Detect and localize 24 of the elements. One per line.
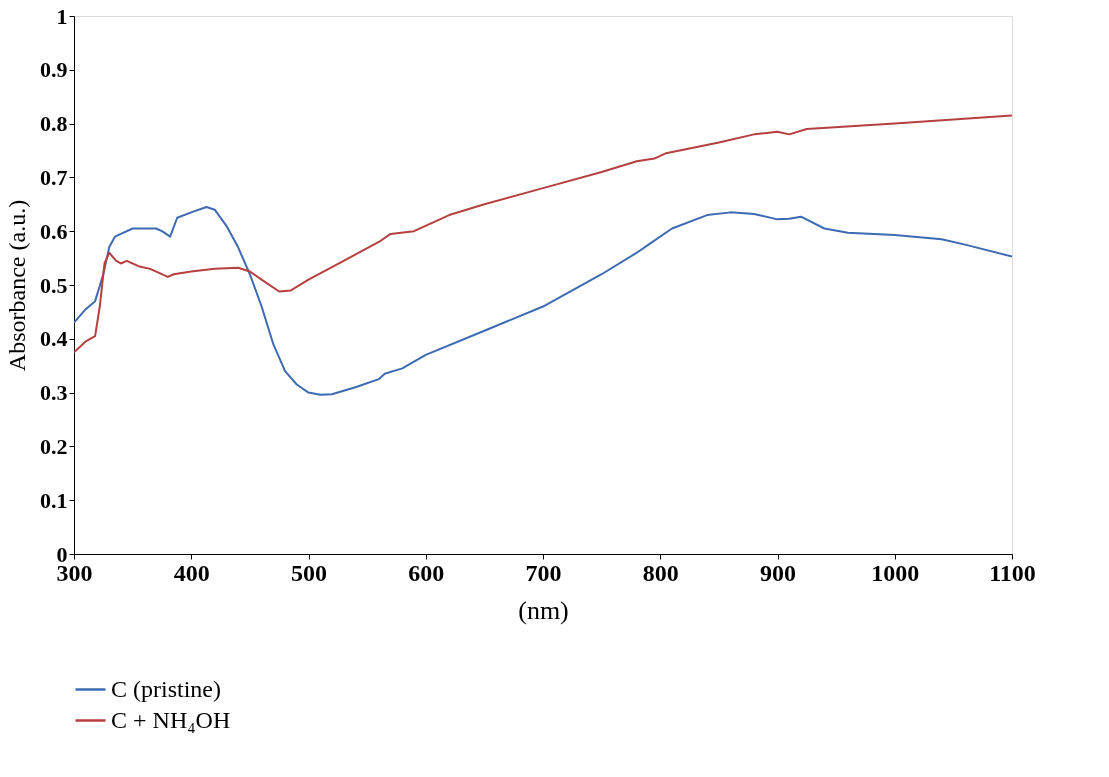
y-tick-label: 1: [56, 3, 68, 29]
line-series: [74, 114, 1012, 354]
y-tick-label: 0.4: [40, 326, 68, 352]
y-tick-label: 0.9: [40, 57, 68, 83]
x-tick-label: 800: [642, 559, 679, 586]
y-tick-label: 0.1: [40, 487, 68, 513]
x-axis-title: (nm): [518, 595, 569, 625]
x-tick-label: 700: [525, 559, 562, 586]
y-tick-label: 0.6: [40, 218, 68, 244]
y-tick-label: 0.2: [40, 433, 68, 459]
y-tick-label: 0.5: [40, 272, 68, 298]
x-tick-label: 500: [291, 559, 327, 586]
legend-label: C (pristine): [111, 675, 221, 702]
x-tick-label: 600: [408, 559, 445, 586]
x-tick-label: 400: [173, 559, 210, 586]
y-tick-label: 0.3: [40, 380, 68, 406]
y-axis-title: Absorbance (a.u.): [4, 199, 30, 372]
line-series: [74, 205, 1012, 396]
y-tick-label: 0.8: [40, 111, 68, 137]
legend-label: C + NH₄OH: [111, 706, 231, 733]
x-tick-label: 1100: [989, 559, 1036, 586]
x-tick-label: 900: [760, 559, 796, 586]
y-tick-label: 0.7: [40, 164, 68, 190]
x-tick-label: 1000: [871, 559, 920, 586]
